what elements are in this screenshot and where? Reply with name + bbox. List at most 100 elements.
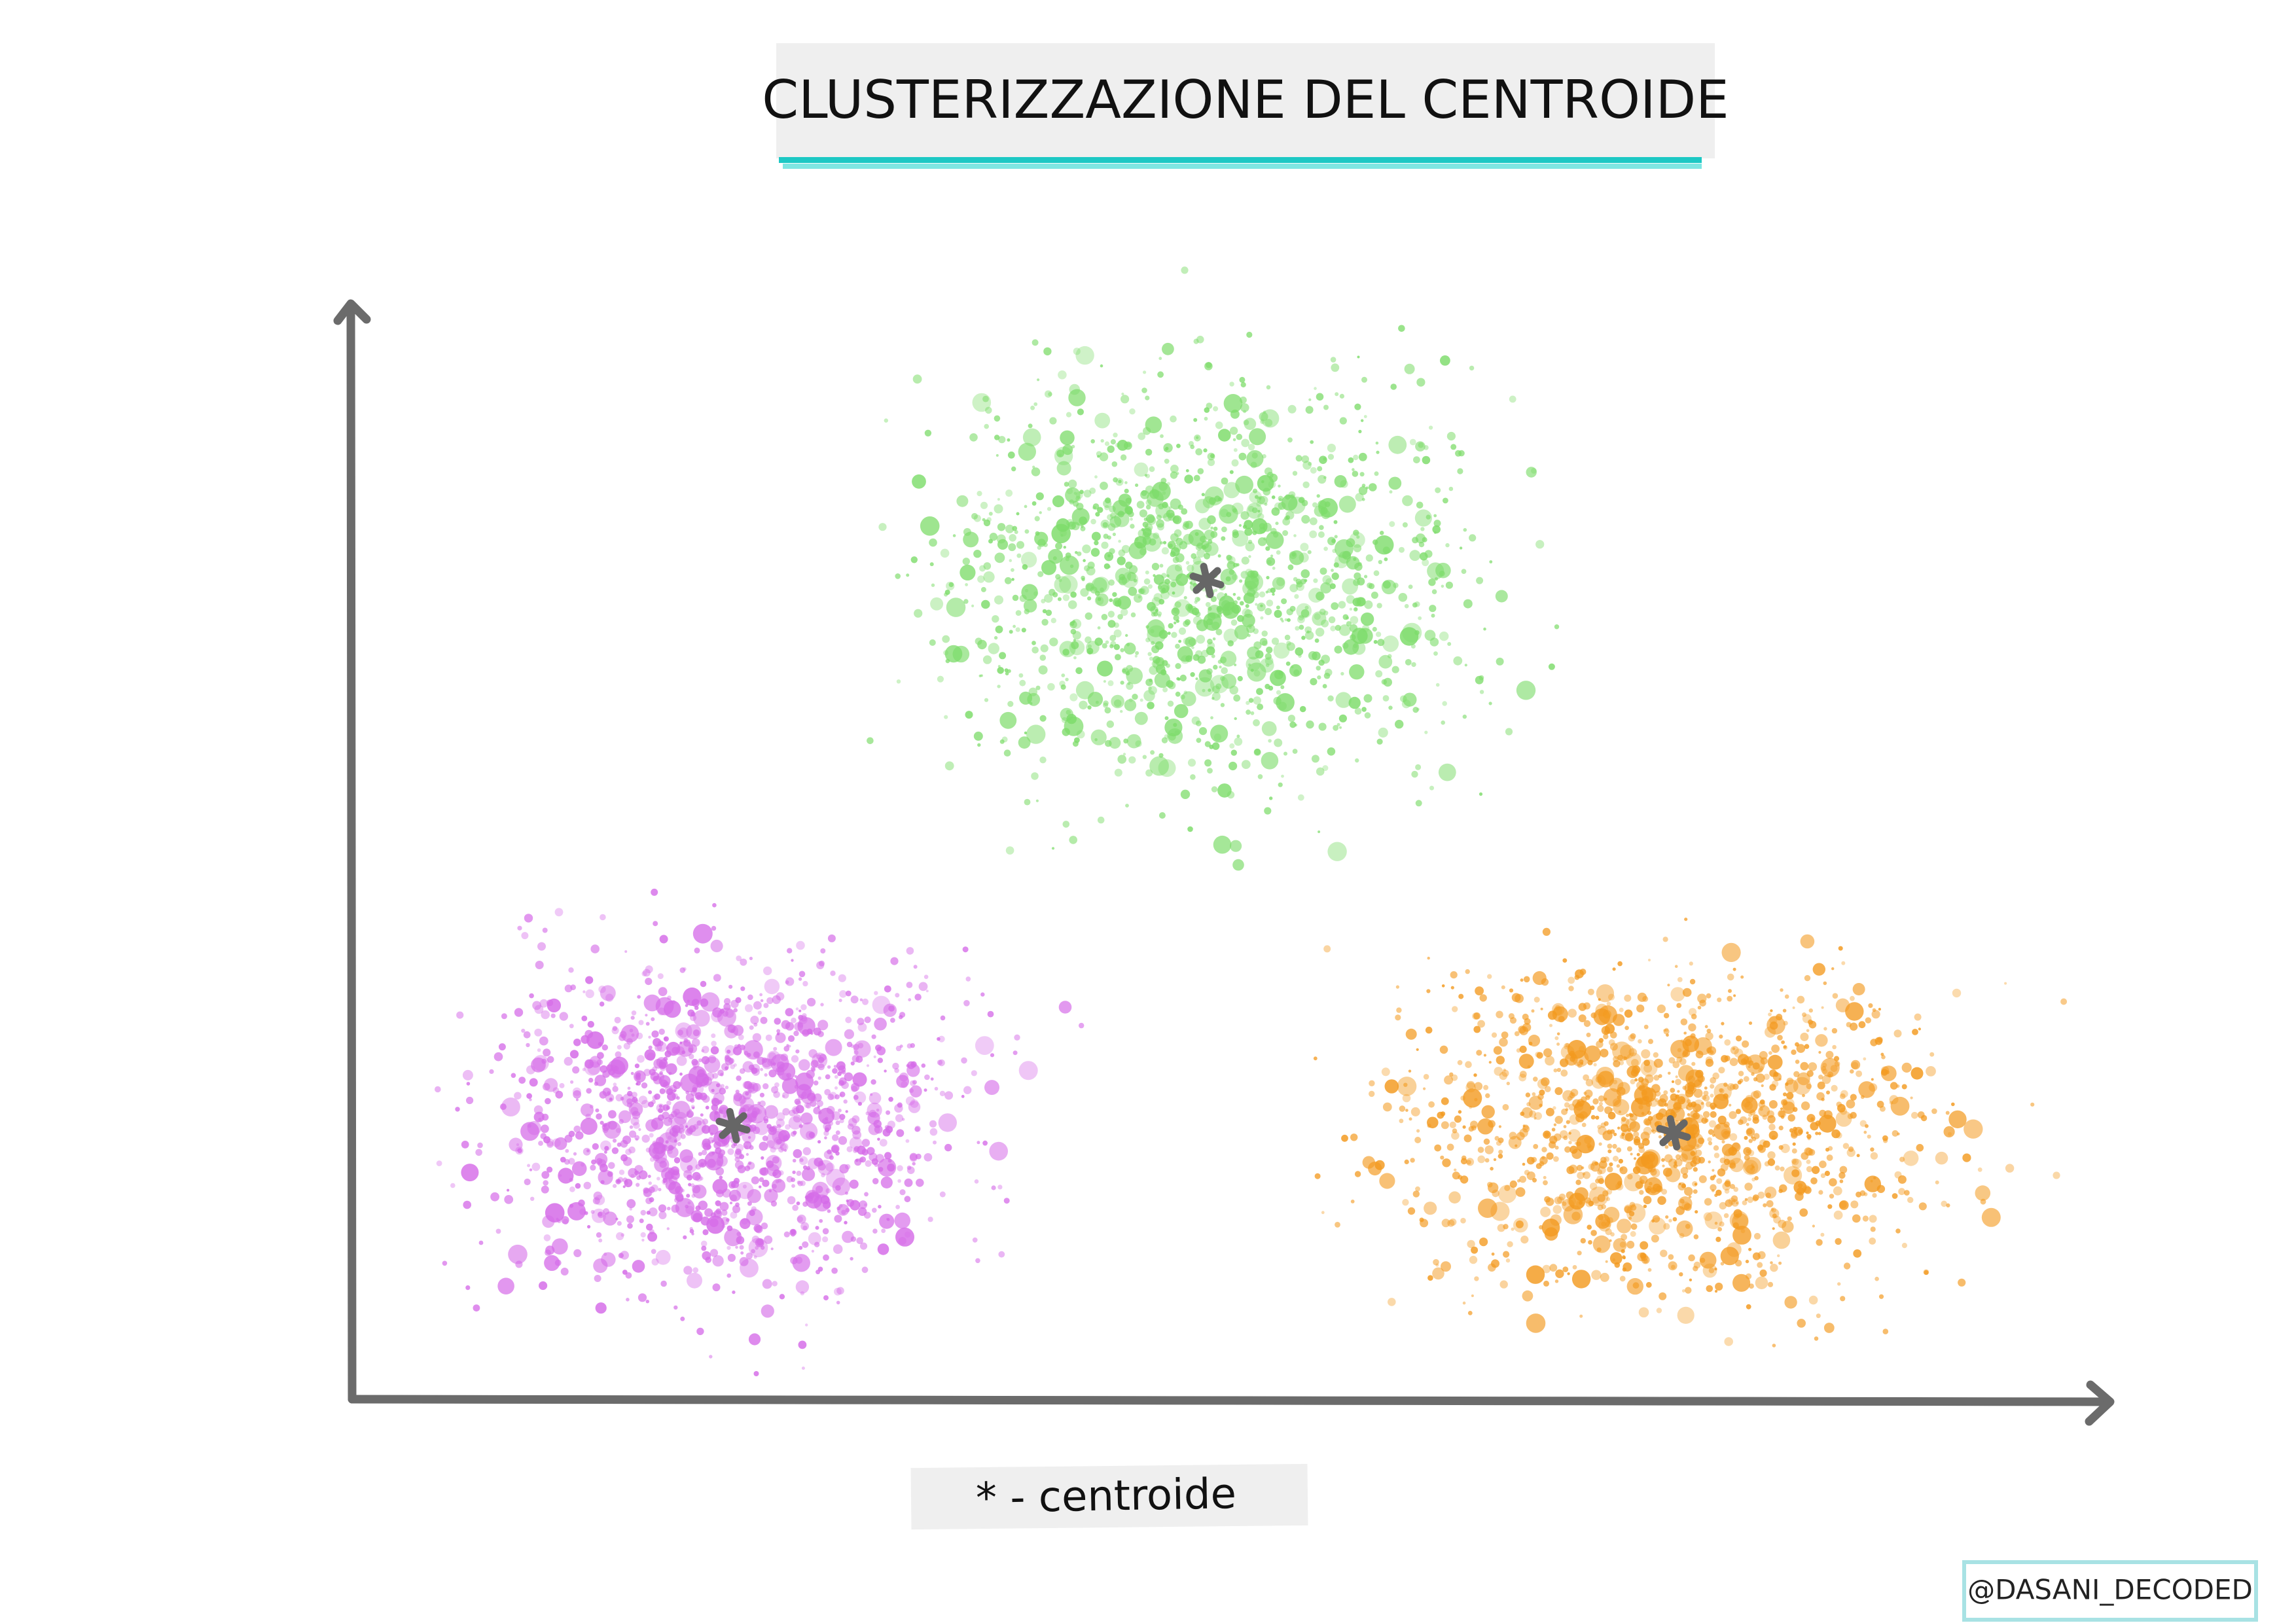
point <box>1219 656 1227 664</box>
point <box>1055 574 1061 580</box>
point <box>1101 541 1109 549</box>
point <box>1047 683 1055 691</box>
point <box>1187 758 1196 767</box>
point <box>751 1067 758 1075</box>
y-axis <box>346 300 357 1404</box>
point <box>1677 1048 1682 1052</box>
point <box>783 1046 790 1052</box>
point <box>1568 1141 1572 1145</box>
point <box>1041 560 1056 575</box>
point <box>1731 1151 1736 1156</box>
point <box>1262 454 1266 459</box>
point <box>939 1090 946 1097</box>
point <box>1285 661 1291 666</box>
point <box>1271 507 1280 516</box>
x-arrow <box>2085 1380 2115 1426</box>
point <box>1281 774 1284 778</box>
point <box>1157 614 1162 618</box>
point <box>1860 1095 1865 1099</box>
point <box>895 993 900 998</box>
point <box>1015 627 1020 632</box>
point <box>1170 471 1178 479</box>
point <box>1141 528 1145 531</box>
point <box>1110 439 1116 445</box>
point <box>940 1015 946 1021</box>
point <box>1458 1175 1463 1180</box>
point <box>1449 1218 1457 1226</box>
point <box>908 1101 921 1113</box>
point <box>1051 847 1055 850</box>
point <box>1806 1029 1810 1033</box>
point <box>929 639 936 646</box>
point <box>1246 450 1264 468</box>
point <box>1540 1206 1551 1217</box>
point <box>1703 1212 1713 1221</box>
point <box>997 667 1004 674</box>
point <box>700 980 707 988</box>
point <box>870 1093 873 1096</box>
point <box>1138 596 1141 599</box>
point <box>1680 1167 1689 1175</box>
point <box>1226 554 1232 561</box>
point <box>1238 524 1242 527</box>
point <box>692 1213 702 1222</box>
point <box>927 1217 933 1222</box>
point <box>772 1281 778 1287</box>
point <box>838 999 842 1003</box>
point <box>1031 339 1039 346</box>
point <box>1402 1199 1409 1206</box>
point <box>1335 624 1341 632</box>
point <box>719 1087 726 1095</box>
point <box>1767 1281 1774 1287</box>
point <box>878 1205 882 1209</box>
point <box>1206 646 1215 656</box>
point <box>1153 574 1164 585</box>
point <box>1162 491 1166 495</box>
point <box>995 625 1003 633</box>
point <box>1398 593 1408 602</box>
point <box>711 925 717 931</box>
point <box>2060 998 2068 1005</box>
point <box>531 1162 541 1171</box>
point <box>1126 734 1141 749</box>
point <box>1597 1124 1602 1130</box>
point <box>1434 1144 1442 1152</box>
point <box>1144 474 1147 477</box>
point <box>1771 1044 1780 1053</box>
point <box>1802 1014 1812 1024</box>
point <box>1181 655 1190 664</box>
point <box>1395 719 1404 729</box>
point <box>1161 547 1169 555</box>
point <box>761 1156 764 1160</box>
point <box>793 1114 802 1123</box>
point <box>1343 639 1359 655</box>
point <box>1572 1099 1581 1109</box>
point <box>1714 1290 1718 1293</box>
point <box>1448 486 1454 491</box>
point <box>1977 1167 1982 1172</box>
point <box>794 1098 801 1105</box>
point <box>776 992 785 1001</box>
point <box>1005 524 1014 533</box>
point <box>845 1016 852 1024</box>
point <box>813 1027 821 1036</box>
point <box>1399 1105 1406 1112</box>
point <box>1196 542 1204 549</box>
point <box>1402 522 1408 527</box>
point <box>755 1245 759 1250</box>
point <box>845 990 852 997</box>
point <box>564 1159 570 1165</box>
point <box>1408 584 1413 589</box>
point <box>1600 1272 1609 1282</box>
point <box>1692 1181 1698 1187</box>
point <box>1672 1061 1680 1069</box>
point <box>1398 325 1405 332</box>
point <box>1892 1130 1899 1137</box>
point <box>818 1111 822 1115</box>
point <box>1816 1239 1823 1246</box>
point <box>1812 1224 1815 1228</box>
point <box>1094 738 1098 741</box>
point <box>1230 749 1238 756</box>
point <box>1545 1107 1554 1116</box>
